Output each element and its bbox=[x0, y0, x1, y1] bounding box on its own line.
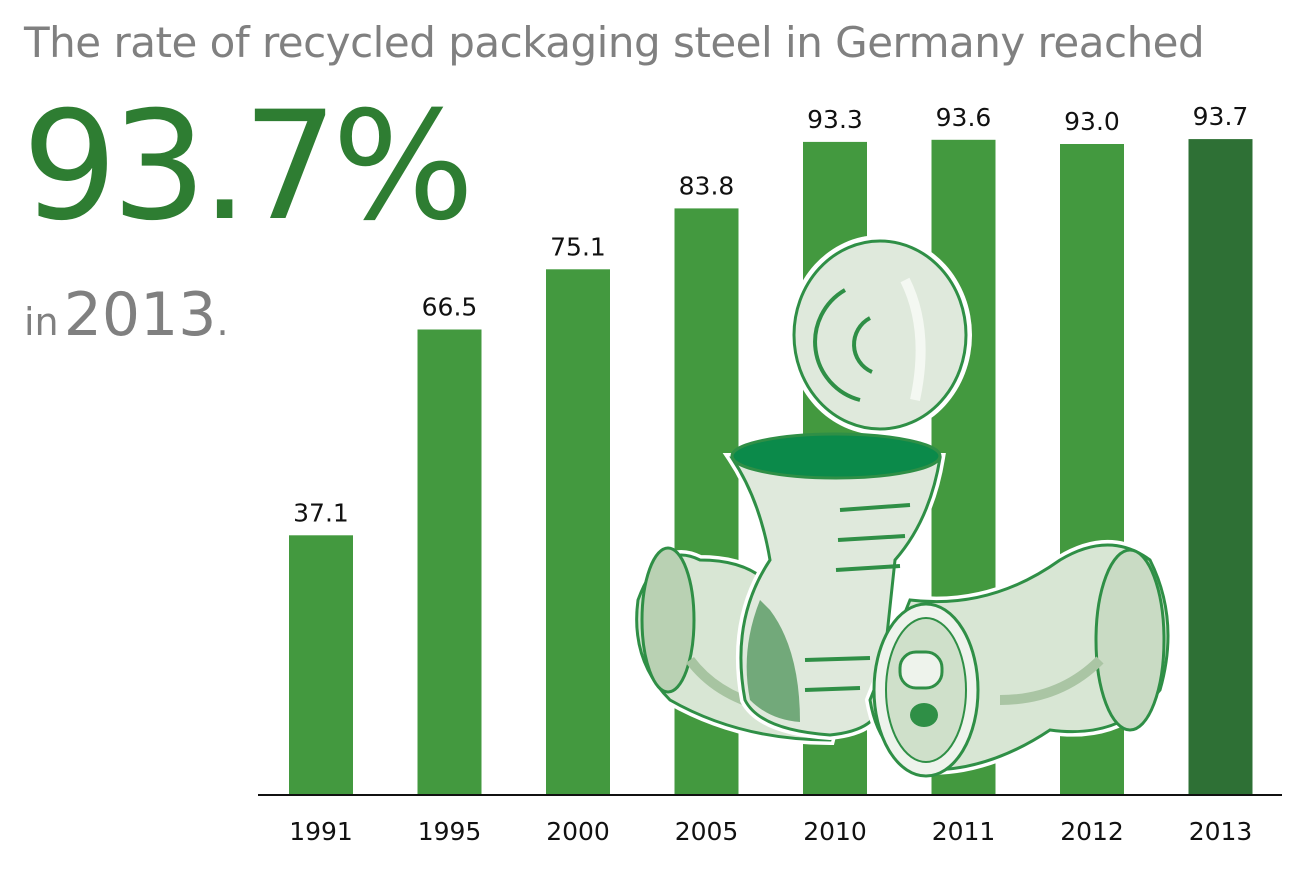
x-tick-labels-group: 1991 1995 2000 2005 2010 2011 2012 2013 bbox=[289, 817, 1252, 846]
headline: The rate of recycled packaging steel in … bbox=[24, 18, 1205, 67]
x-tick-label-2011: 2011 bbox=[932, 817, 996, 846]
highlight-value: 93.7% bbox=[22, 80, 475, 254]
bar-1991 bbox=[289, 535, 353, 795]
x-tick-label-2013: 2013 bbox=[1189, 817, 1253, 846]
value-label-2005: 83.8 bbox=[679, 171, 735, 200]
highlight-year-line: in 2013. bbox=[24, 280, 229, 350]
value-label-1995: 66.5 bbox=[422, 293, 478, 322]
highlight-year: 2013 bbox=[63, 280, 217, 350]
value-label-2010: 93.3 bbox=[807, 105, 863, 134]
value-label-2011: 93.6 bbox=[936, 103, 992, 132]
x-tick-label-2012: 2012 bbox=[1060, 817, 1124, 846]
x-tick-label-2000: 2000 bbox=[546, 817, 610, 846]
value-label-2000: 75.1 bbox=[550, 232, 606, 261]
value-label-2012: 93.0 bbox=[1064, 107, 1120, 136]
bar-2000 bbox=[546, 269, 610, 795]
right-crushed-can bbox=[864, 540, 1173, 778]
value-label-1991: 37.1 bbox=[293, 498, 349, 527]
x-tick-label-1991: 1991 bbox=[289, 817, 353, 846]
upright-can bbox=[722, 432, 946, 741]
bar-2013 bbox=[1188, 139, 1253, 796]
bar-1995 bbox=[417, 329, 482, 795]
value-labels-group: 37.1 66.5 75.1 83.8 93.3 93.6 93.0 93.7 bbox=[293, 102, 1248, 527]
crushed-steel-cans-illustration bbox=[631, 235, 1173, 778]
x-tick-label-2010: 2010 bbox=[803, 817, 867, 846]
highlight-suffix: . bbox=[216, 300, 229, 344]
value-label-2013: 93.7 bbox=[1193, 102, 1249, 131]
highlight-prefix: in bbox=[24, 300, 59, 344]
open-lid bbox=[788, 235, 972, 435]
x-tick-label-2005: 2005 bbox=[675, 817, 739, 846]
x-tick-label-1995: 1995 bbox=[418, 817, 482, 846]
